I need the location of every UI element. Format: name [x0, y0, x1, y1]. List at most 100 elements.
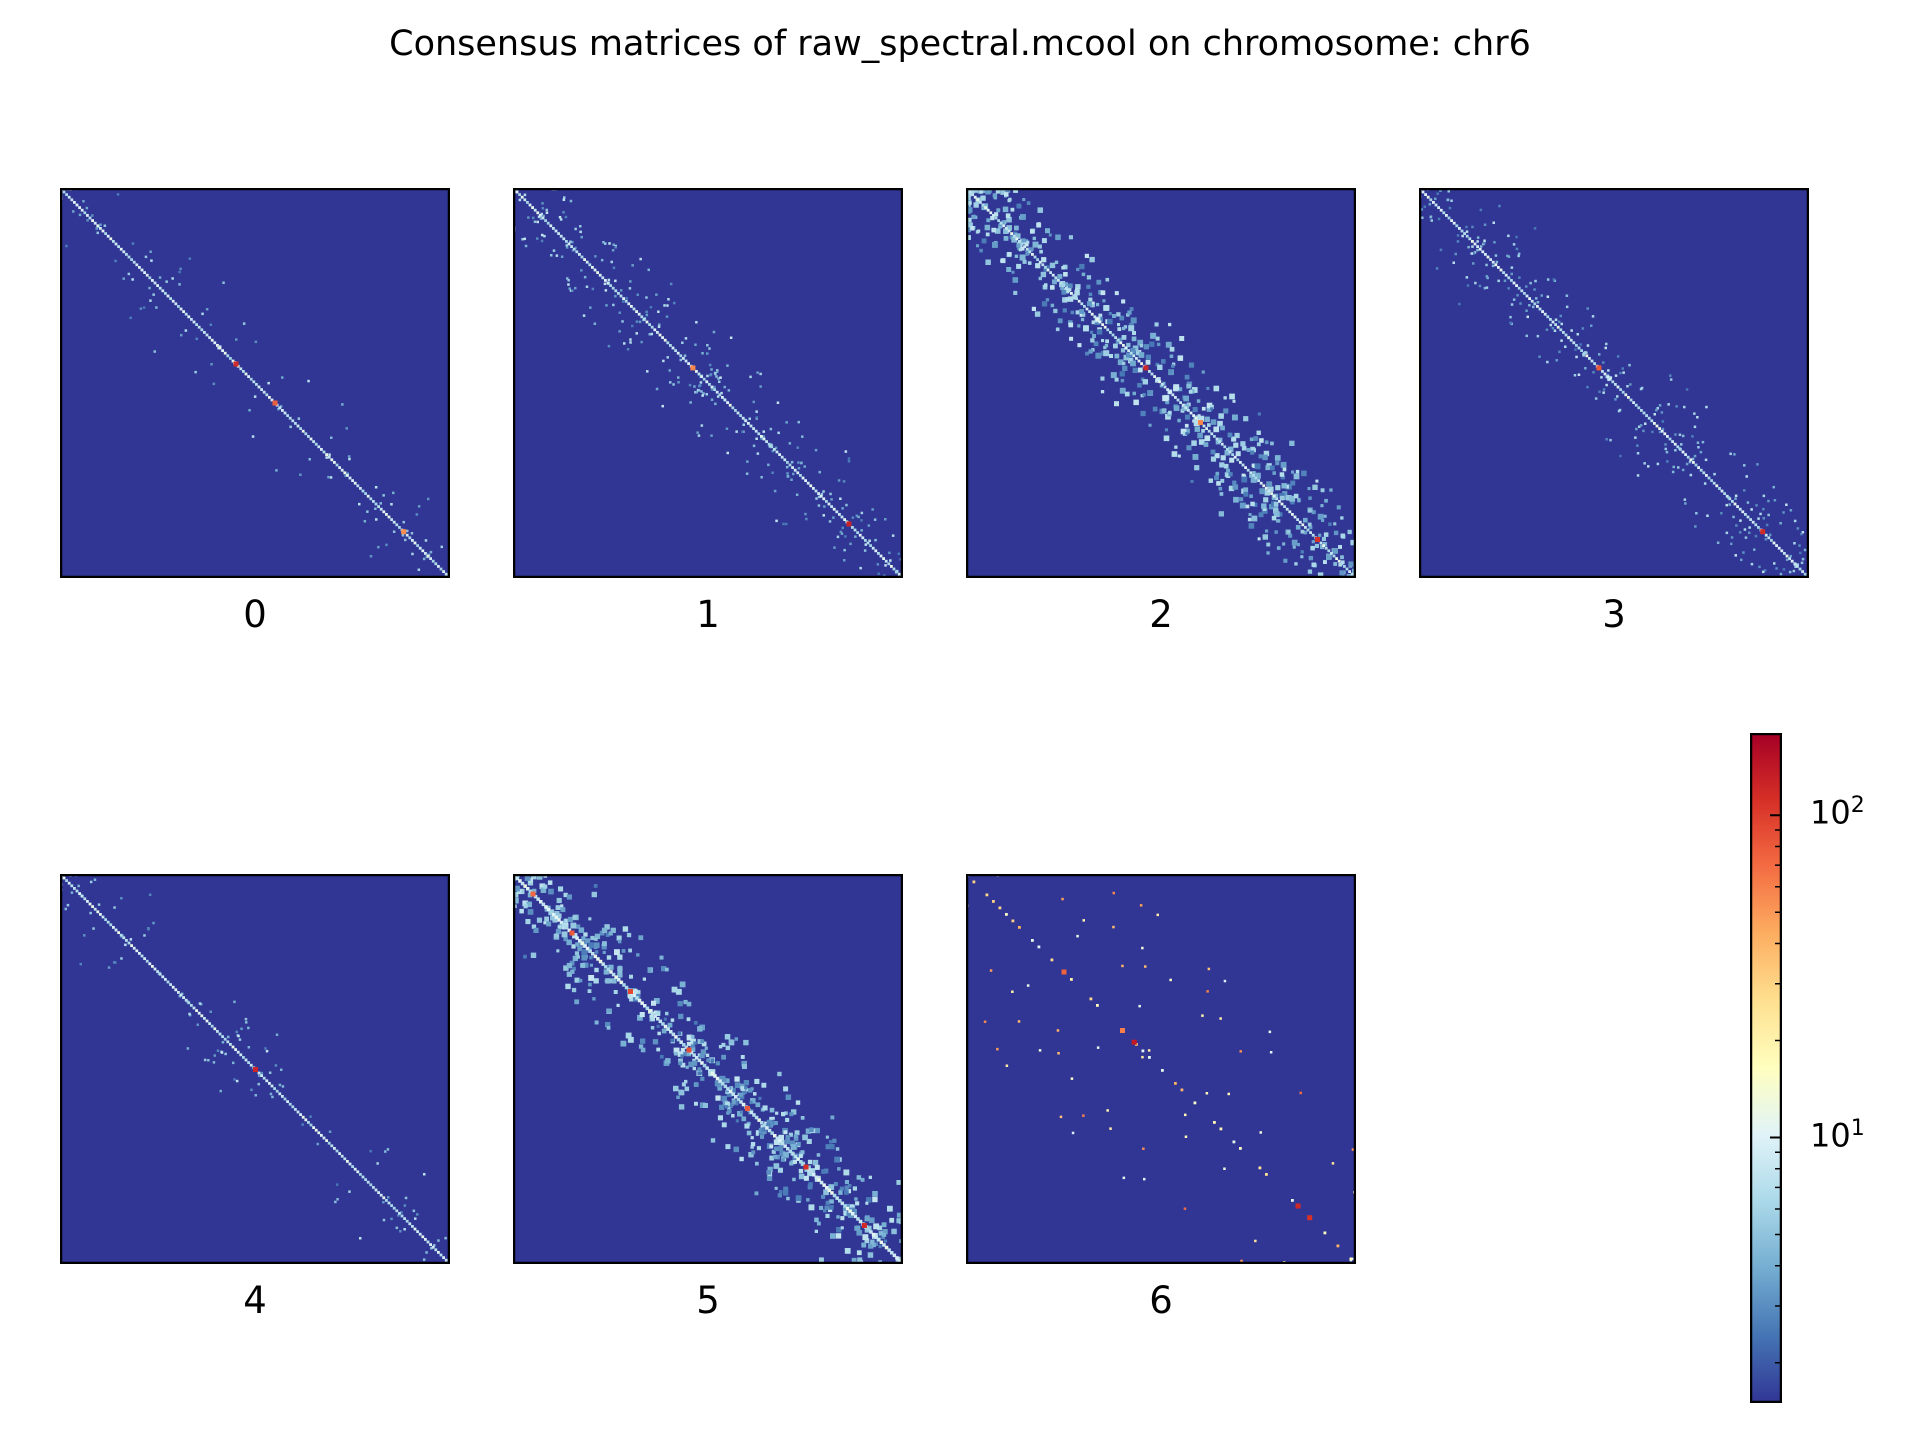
matrix-cell — [1030, 229, 1035, 234]
matrix-cell — [1317, 572, 1324, 578]
matrix-cell — [536, 917, 543, 923]
diagonal-cell — [223, 351, 227, 355]
matrix-cell — [1036, 222, 1042, 228]
diagonal-cell — [379, 1193, 383, 1197]
diagonal-cell — [229, 1043, 232, 1046]
matrix-cell — [1278, 512, 1283, 517]
diagonal-cell — [210, 338, 214, 342]
diagonal-cell — [1640, 409, 1643, 412]
matrix-cell — [1070, 1077, 1074, 1080]
diagonal-cell — [1239, 1147, 1242, 1150]
matrix-cell — [1465, 225, 1468, 229]
matrix-cell — [752, 444, 756, 448]
matrix-cell — [675, 988, 682, 995]
diagonal-cell — [718, 1079, 722, 1083]
matrix-cell — [822, 514, 825, 517]
matrix-cell — [1239, 1050, 1242, 1053]
matrix-cell — [1161, 359, 1166, 364]
matrix-cell — [792, 1177, 796, 1182]
diagonal-cell — [1267, 489, 1271, 493]
diagonal-cell — [1499, 268, 1503, 272]
diagonal-cell — [632, 307, 636, 311]
matrix-cell — [1734, 554, 1737, 557]
matrix-cell — [1042, 284, 1048, 290]
matrix-cell — [789, 1140, 796, 1146]
matrix-cell — [268, 1071, 272, 1074]
matrix-cell — [612, 978, 617, 983]
matrix-cell — [725, 1090, 730, 1095]
matrix-cell — [621, 949, 626, 953]
matrix-cell — [1185, 432, 1189, 436]
diagonal-cell — [674, 1035, 678, 1039]
matrix-cell — [790, 478, 793, 481]
matrix-cell — [591, 287, 595, 291]
diagonal-cell — [1764, 533, 1768, 537]
matrix-cell — [766, 1119, 773, 1126]
matrix-cell — [1340, 560, 1345, 565]
matrix-cell — [1155, 336, 1160, 341]
matrix-cell — [715, 1095, 721, 1101]
matrix-cell — [1084, 253, 1089, 258]
matrix-cell — [1123, 325, 1128, 329]
matrix-cell — [1059, 1115, 1063, 1119]
diagonal-cell — [971, 193, 974, 196]
matrix-cell — [608, 931, 613, 936]
diagonal-cell — [1637, 406, 1641, 410]
matrix-cell — [844, 535, 847, 538]
matrix-cell — [1061, 289, 1067, 295]
matrix-cell — [1219, 1017, 1222, 1020]
diagonal-cell — [1494, 263, 1498, 267]
diagonal-cell — [871, 1232, 876, 1237]
matrix-cell — [825, 1135, 829, 1139]
diagonal-cell — [1018, 926, 1021, 929]
matrix-cell — [782, 522, 785, 526]
matrix-cell — [734, 1100, 739, 1106]
diagonal-cell — [317, 445, 321, 449]
diagonal-cell — [804, 479, 807, 482]
matrix-cell — [761, 1127, 767, 1132]
diagonal-cell — [1445, 214, 1448, 217]
matrix-cell — [579, 225, 582, 228]
diagonal-cell — [658, 333, 662, 337]
diagonal-cell — [523, 884, 527, 888]
matrix-cell — [179, 267, 182, 271]
diagonal-cell — [989, 211, 993, 215]
diagonal-cell — [728, 1089, 733, 1094]
diagonal-cell — [604, 965, 608, 969]
matrix-cell — [658, 323, 661, 326]
matrix-cell — [1769, 533, 1772, 537]
matrix-cell — [1121, 335, 1127, 340]
matrix-cell — [891, 1228, 897, 1235]
matrix-cell — [251, 435, 255, 438]
diagonal-cell — [1614, 383, 1617, 386]
matrix-cell — [124, 943, 127, 947]
diagonal-cell — [559, 234, 563, 238]
diagonal-cell — [1090, 312, 1094, 316]
matrix-cell — [1340, 516, 1344, 520]
diagonal-cell — [622, 983, 626, 987]
matrix-cell — [754, 1191, 759, 1196]
matrix-cell — [1210, 407, 1214, 411]
diagonal-cell — [986, 208, 990, 212]
matrix-cell — [546, 921, 552, 927]
diagonal-cell — [1634, 403, 1638, 407]
matrix-cell — [423, 1173, 426, 1176]
matrix-cell — [759, 372, 762, 376]
matrix-cell — [1591, 315, 1595, 318]
diagonal-cell — [1504, 273, 1508, 277]
matrix-cell — [1180, 428, 1187, 435]
matrix-cell — [830, 498, 833, 501]
matrix-cell — [874, 538, 877, 542]
diagonal-cell — [692, 1053, 696, 1057]
matrix-cell — [784, 1111, 788, 1115]
matrix-cell — [1308, 508, 1312, 513]
matrix-cell — [247, 1046, 251, 1049]
diagonal-cell — [1725, 494, 1729, 498]
matrix-cell — [716, 395, 720, 398]
matrix-cell — [1465, 276, 1469, 279]
matrix-cell — [1024, 242, 1029, 247]
matrix-cell — [267, 381, 270, 385]
diagonal-cell — [1796, 565, 1799, 568]
matrix-cell — [1279, 472, 1285, 477]
matrix-cell — [729, 336, 733, 339]
